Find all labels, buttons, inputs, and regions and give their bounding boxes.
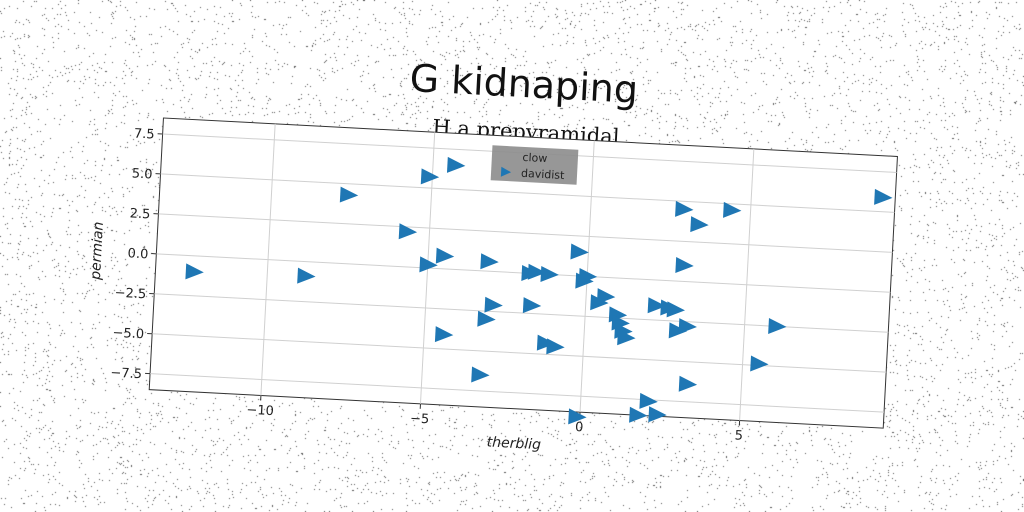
data-point: [484, 296, 503, 313]
data-point: [678, 375, 698, 392]
data-point: [668, 322, 688, 339]
data-point: [471, 366, 490, 383]
data-point: [398, 223, 418, 240]
y-grid-line: [150, 373, 885, 413]
y-grid-line: [158, 213, 893, 253]
x-tick-label: 5: [734, 428, 743, 443]
data-point: [675, 200, 694, 217]
data-point: [480, 253, 499, 270]
data-point: [648, 406, 667, 423]
plot-area: −10 −5 0 5 7.5 5.0 2.5 0.0 −2.5 −5.0 −7.5 clow da…: [88, 117, 898, 453]
data-point: [690, 216, 709, 233]
data-point: [297, 267, 316, 284]
data-point: [570, 243, 589, 260]
data-point: [629, 406, 648, 423]
y-tick-label: −2.5: [114, 286, 146, 303]
legend: clow davidist: [490, 145, 579, 185]
data-point: [639, 392, 658, 409]
y-axis-ticks: 7.5 5.0 2.5 0.0 −2.5 −5.0 −7.5: [110, 126, 163, 383]
legend-title: clow: [522, 151, 547, 165]
data-point: [446, 156, 466, 173]
data-point: [522, 297, 542, 314]
data-point: [434, 326, 454, 343]
y-tick-label: −7.5: [110, 366, 142, 383]
x-axis-label: therblig: [486, 434, 541, 453]
data-point: [874, 188, 893, 205]
data-point: [768, 317, 787, 334]
y-axis-label: permian: [88, 221, 107, 281]
data-point: [546, 338, 565, 355]
y-tick-label: 5.0: [131, 166, 152, 182]
data-point: [750, 355, 769, 372]
data-point: [339, 186, 359, 203]
legend-box: [490, 145, 579, 185]
data-point: [647, 297, 667, 314]
data-point: [596, 288, 616, 305]
x-tick-label: −10: [246, 403, 274, 419]
data-point: [568, 408, 587, 425]
y-tick-label: −5.0: [112, 326, 144, 343]
data-point: [435, 247, 455, 264]
data-point: [723, 201, 742, 218]
data-point: [675, 257, 694, 274]
data-point: [578, 267, 598, 284]
data-point: [540, 265, 559, 282]
legend-marker-davidist: [500, 166, 512, 177]
y-tick-label: 0.0: [127, 246, 148, 262]
x-tick-label: 0: [575, 420, 584, 435]
data-point: [678, 318, 697, 335]
x-tick-label: −5: [410, 411, 430, 427]
data-points: [185, 156, 893, 425]
data-point: [666, 301, 685, 318]
y-tick-label: 7.5: [134, 126, 155, 142]
data-point: [536, 334, 556, 351]
chart-title: G kidnaping: [409, 56, 639, 112]
data-point: [527, 263, 547, 280]
x-axis-ticks: −10 −5 0 5: [246, 395, 743, 444]
legend-label-davidist: davidist: [521, 167, 566, 182]
data-point: [419, 256, 438, 273]
data-point: [420, 168, 440, 185]
data-point: [477, 310, 496, 327]
y-grid-line: [154, 293, 889, 333]
data-point: [617, 329, 636, 346]
data-point: [185, 263, 204, 280]
y-grid-line: [160, 173, 895, 213]
y-tick-label: 2.5: [129, 206, 150, 222]
